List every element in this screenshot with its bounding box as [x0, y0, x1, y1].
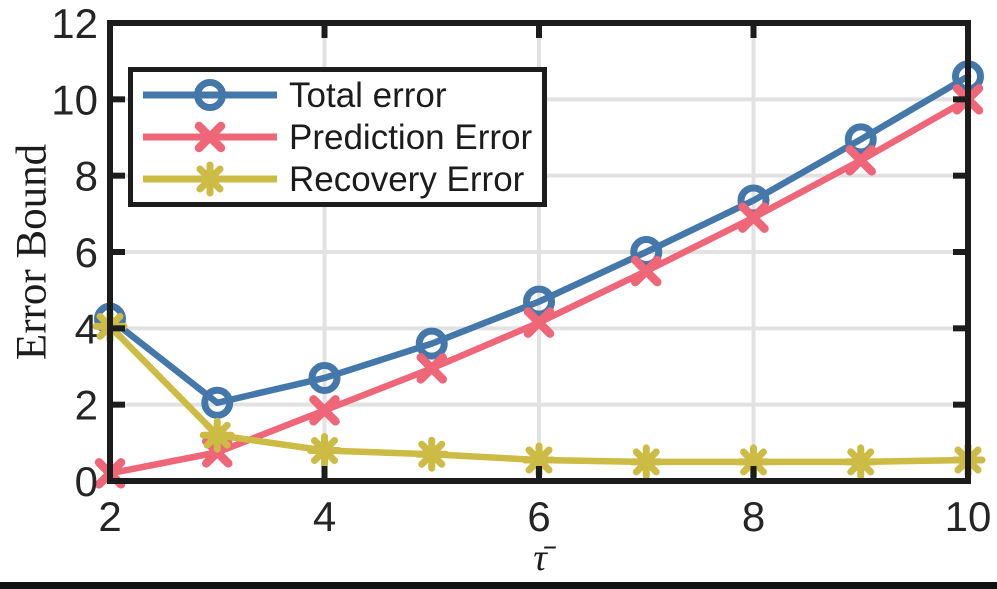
marker-asterisk [628, 444, 664, 480]
marker-asterisk [736, 444, 771, 480]
marker-circle [844, 123, 877, 156]
marker-x [194, 121, 226, 153]
y-tick-label: 2 [75, 382, 98, 429]
marker-x [845, 145, 876, 176]
y-tick-label: 4 [75, 305, 98, 352]
marker-asterisk [521, 442, 557, 478]
marker-x [631, 255, 662, 287]
y-axis-label: Error Bound [8, 143, 56, 361]
legend-item-total-error: Total error [141, 75, 542, 115]
legend-sample-line-circle-icon [143, 79, 277, 111]
series-line [106, 73, 972, 407]
marker-circle [201, 386, 234, 419]
y-tick-label: 0 [75, 458, 98, 505]
legend-sample-line-asterisk-icon [143, 161, 277, 197]
marker-circle [630, 236, 663, 268]
legend-label: Prediction Error [289, 117, 533, 157]
legend-sample-line-x-icon [143, 121, 277, 153]
marker-asterisk [199, 417, 235, 453]
x-tick-label: 10 [945, 493, 992, 540]
marker-circle [523, 285, 555, 318]
axes [107, 20, 971, 484]
legend-label: Total error [289, 75, 447, 115]
marker-asterisk [414, 436, 450, 472]
marker-x [738, 202, 769, 233]
legend-label: Recovery Error [289, 159, 525, 199]
marker-circle [308, 361, 341, 394]
marker-circle [415, 327, 448, 360]
legend-item-recovery-error: Recovery Error [141, 159, 542, 199]
x-tick-label: 4 [313, 493, 336, 540]
y-tick-label: 6 [75, 229, 98, 276]
x-tick-label: 2 [98, 493, 121, 540]
marker-circle [194, 79, 226, 111]
bottom-rule [0, 582, 997, 589]
y-tick-label: 8 [75, 153, 98, 200]
marker-asterisk [843, 444, 879, 480]
x-tick-label: 8 [742, 493, 765, 540]
x-axis-label: τ̄ [533, 537, 547, 579]
legend-item-prediction-error: Prediction Error [141, 117, 542, 157]
x-tick-label: 6 [527, 493, 550, 540]
marker-asterisk [192, 161, 228, 197]
legend: Total error Prediction Error Recovery Er… [128, 67, 547, 207]
marker-x [523, 307, 555, 338]
marker-x [416, 353, 447, 384]
marker-asterisk [307, 432, 342, 468]
y-tick-label: 12 [51, 0, 98, 47]
marker-x [309, 395, 340, 426]
y-tick-label: 10 [51, 76, 98, 123]
